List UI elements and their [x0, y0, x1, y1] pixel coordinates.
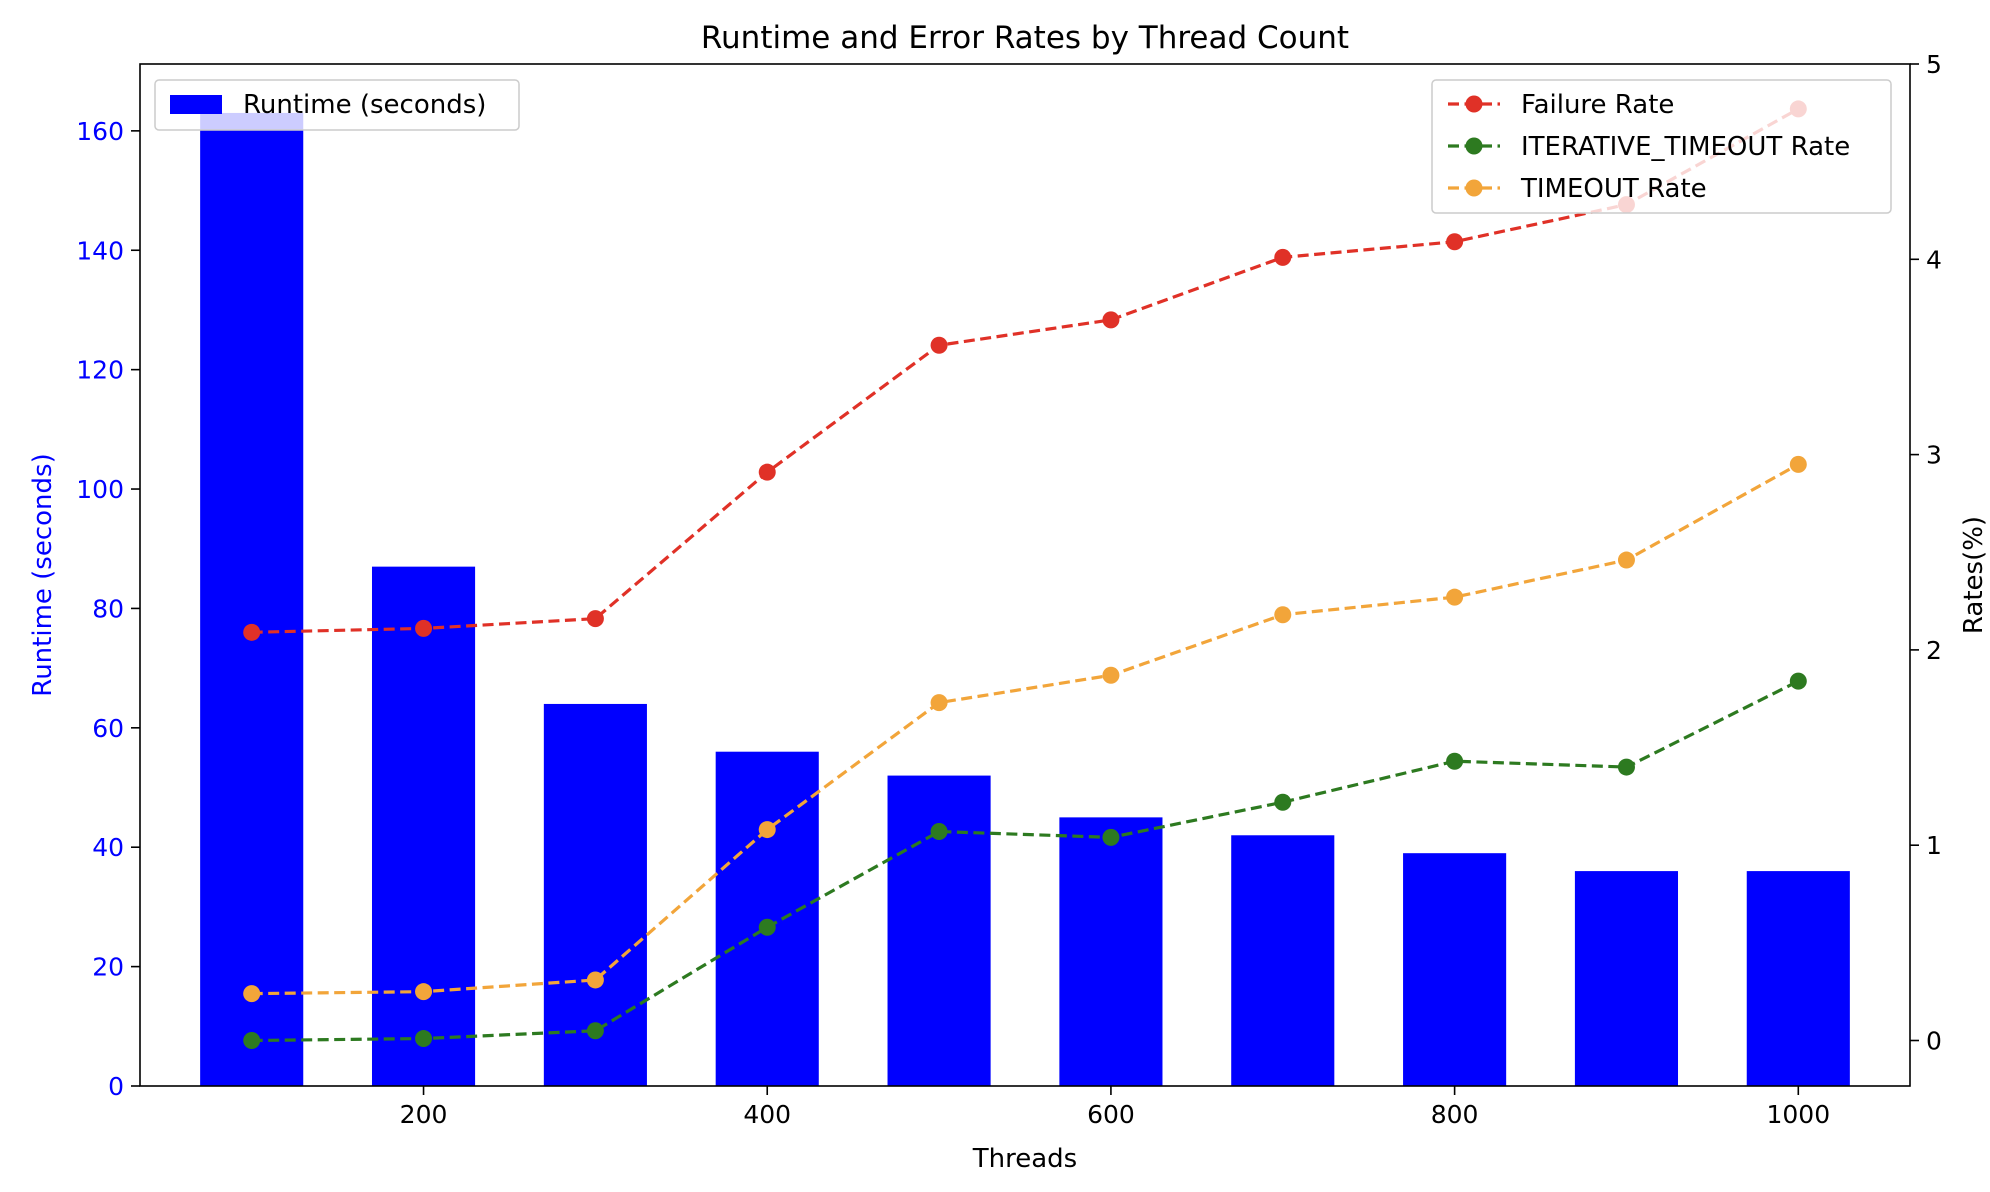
- point-timeout-rate-1000: [1789, 455, 1807, 473]
- y-left-tick-label-60: 60: [92, 714, 124, 743]
- point-failure-rate-500: [930, 336, 948, 354]
- y-left-tick-label-80: 80: [92, 594, 124, 623]
- point-timeout-rate-500: [930, 694, 948, 712]
- y-right-tick-label-5: 5: [1926, 50, 1942, 79]
- point-iterative-timeout-rate-900: [1617, 758, 1635, 776]
- y-right-tick-label-1: 1: [1926, 831, 1942, 860]
- y-left-tick-label-140: 140: [76, 236, 124, 265]
- point-timeout-rate-200: [415, 983, 433, 1001]
- point-timeout-rate-100: [243, 985, 261, 1003]
- bar-runtime-900: [1574, 871, 1679, 1086]
- bar-runtime-800: [1403, 853, 1507, 1086]
- y-right-tick-label-3: 3: [1926, 441, 1942, 470]
- legend-left-frame: [154, 79, 520, 131]
- x-tick-label-800: 800: [1431, 1100, 1479, 1129]
- legend-marker-iterative-timeout-rate: [1465, 137, 1483, 155]
- y-left-tick-label-0: 0: [108, 1072, 124, 1101]
- bar-runtime-600: [1059, 817, 1163, 1086]
- point-iterative-timeout-rate-700: [1274, 793, 1292, 811]
- y-right-tick-label-4: 4: [1926, 245, 1942, 274]
- line-failure-rate: [251, 107, 1800, 634]
- point-timeout-rate-300: [586, 971, 604, 989]
- point-failure-rate-800: [1446, 233, 1464, 251]
- legend-left: Runtime (seconds): [154, 79, 520, 131]
- point-iterative-timeout-rate-800: [1446, 752, 1464, 770]
- y-right-tick-label-2: 2: [1926, 636, 1942, 665]
- point-timeout-rate-600: [1102, 666, 1120, 684]
- bar-runtime-200: [371, 566, 476, 1086]
- legend-label-failure-rate: Failure Rate: [1521, 90, 1674, 120]
- y-axis-right: 0 1 2 3 4 5: [1910, 50, 1942, 1055]
- legend-marker-timeout-rate: [1465, 179, 1483, 197]
- bar-runtime-1000: [1746, 871, 1850, 1086]
- legend-label-timeout-rate: TIMEOUT Rate: [1520, 174, 1707, 204]
- point-iterative-timeout-rate-1000: [1789, 672, 1807, 690]
- bar-runtime-700: [1231, 835, 1335, 1086]
- y-axis-left-title: Runtime (seconds): [28, 453, 58, 696]
- x-axis: 200 400 600 800 1000: [400, 1086, 1830, 1129]
- line-timeout-rate: [251, 462, 1800, 996]
- point-timeout-rate-400: [758, 821, 776, 839]
- point-timeout-rate-700: [1274, 606, 1292, 624]
- point-failure-rate-400: [758, 463, 776, 481]
- legend-label-iterative-timeout-rate: ITERATIVE_TIMEOUT Rate: [1521, 132, 1850, 162]
- point-failure-rate-700: [1274, 248, 1292, 266]
- y-left-tick-label-40: 40: [92, 833, 124, 862]
- x-tick-label-200: 200: [400, 1100, 448, 1129]
- point-failure-rate-200: [415, 619, 433, 637]
- line-iterative-timeout-rate: [251, 679, 1800, 1043]
- legend-right-frame: [1431, 79, 1892, 214]
- y-left-tick-label-20: 20: [92, 953, 124, 982]
- x-tick-label-1000: 1000: [1766, 1100, 1830, 1129]
- point-iterative-timeout-rate-100: [243, 1031, 261, 1049]
- y-left-tick-label-100: 100: [76, 475, 124, 504]
- point-failure-rate-100: [243, 623, 261, 641]
- legend-marker-failure-rate: [1465, 95, 1483, 113]
- point-iterative-timeout-rate-400: [758, 918, 776, 936]
- bar-runtime-100: [200, 112, 304, 1087]
- y-right-tick-label-0: 0: [1926, 1026, 1942, 1055]
- legend-line-entries: Failure Rate ITERATIVE_TIMEOUT Rate TIMEOU…: [1448, 90, 1850, 204]
- y-left-tick-label-120: 120: [76, 356, 124, 385]
- point-iterative-timeout-rate-200: [415, 1030, 433, 1048]
- bar-runtime-500: [887, 775, 991, 1086]
- y-axis-right-title: Rates(%): [1959, 516, 1989, 634]
- point-iterative-timeout-rate-300: [586, 1022, 604, 1040]
- y-left-tick-label-160: 160: [76, 117, 124, 146]
- x-axis-title: Threads: [972, 1144, 1077, 1174]
- point-timeout-rate-900: [1617, 551, 1635, 569]
- legend-right: Failure Rate ITERATIVE_TIMEOUT Rate TIMEOU…: [1431, 79, 1892, 214]
- point-iterative-timeout-rate-600: [1102, 828, 1120, 846]
- x-tick-label-600: 600: [1087, 1100, 1135, 1129]
- plot-frame: [139, 63, 1911, 1087]
- legend-label-runtime: Runtime (seconds): [243, 90, 486, 120]
- x-tick-label-400: 400: [743, 1100, 791, 1129]
- y-axis-left: 0 20 40 60 80 100 120 140 160: [76, 117, 140, 1101]
- point-failure-rate-300: [586, 610, 604, 628]
- point-iterative-timeout-rate-500: [930, 823, 948, 841]
- legend-swatch-runtime: [170, 95, 222, 114]
- point-timeout-rate-800: [1446, 588, 1464, 606]
- chart-title: Runtime and Error Rates by Thread Count: [701, 20, 1349, 56]
- point-failure-rate-600: [1102, 311, 1120, 329]
